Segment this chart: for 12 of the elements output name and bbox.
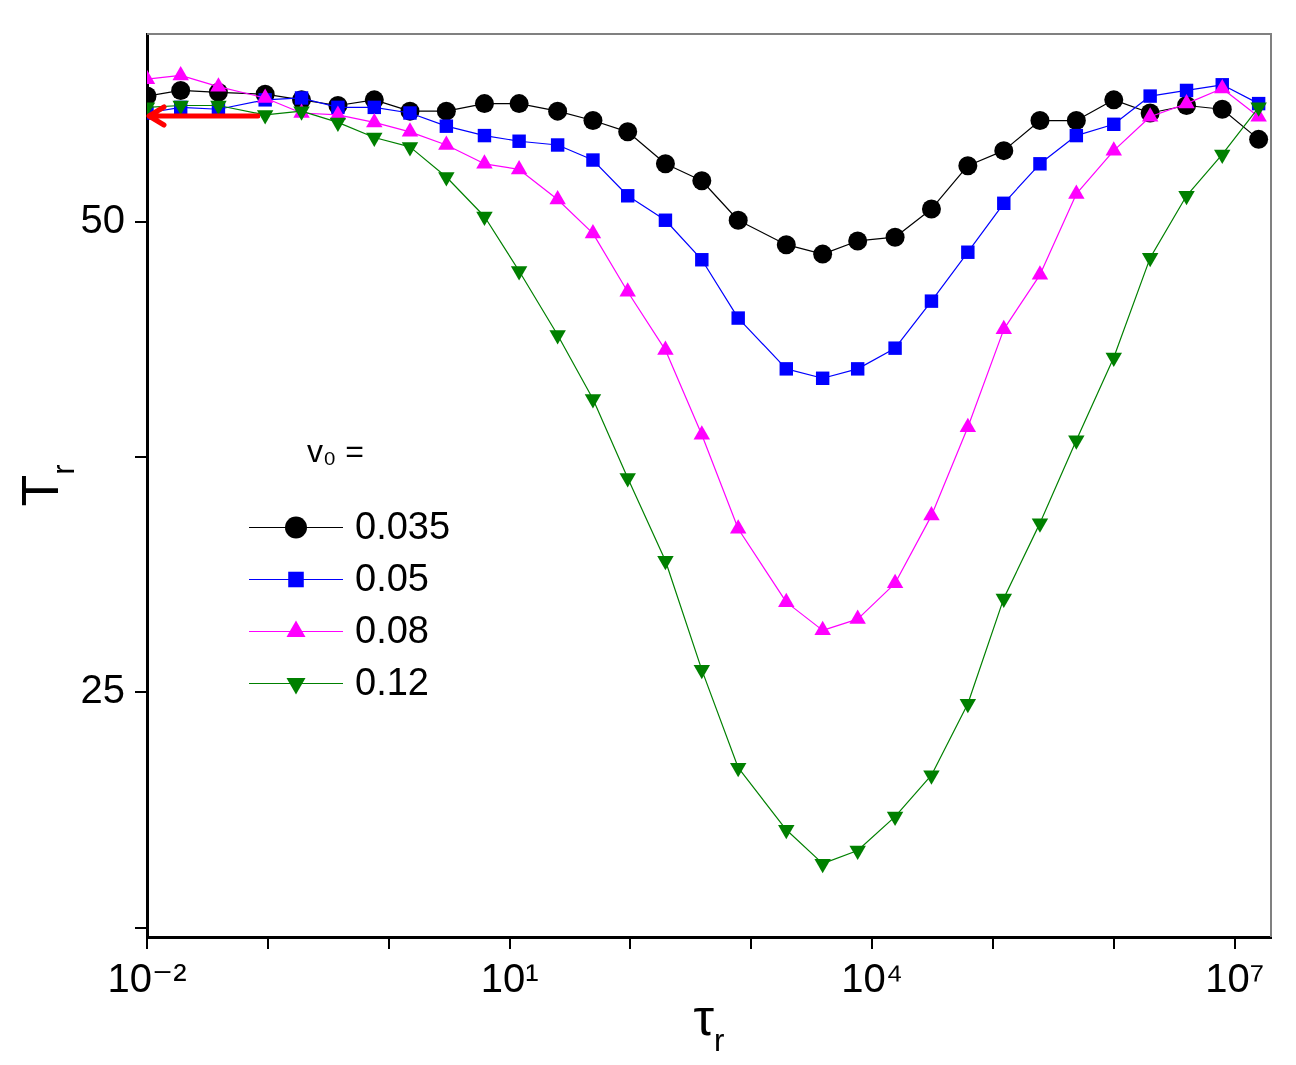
legend-label: 0.08 <box>355 608 429 651</box>
legend-label: 0.035 <box>355 504 451 547</box>
x-tick-label: 10¹ <box>480 956 539 1001</box>
x-tick-label: 10⁻² <box>107 956 187 1001</box>
y-axis-title: Tr <box>11 464 81 507</box>
x-tick-label: 10⁴ <box>841 956 903 1001</box>
legend-title: v₀ = <box>307 432 364 469</box>
legend-label: 0.05 <box>355 556 429 599</box>
legend-label: 0.12 <box>355 660 429 703</box>
x-tick-label: 10⁷ <box>1205 956 1265 1001</box>
y-tick-label: 25 <box>80 667 125 712</box>
y-tick-label: 50 <box>80 197 125 242</box>
